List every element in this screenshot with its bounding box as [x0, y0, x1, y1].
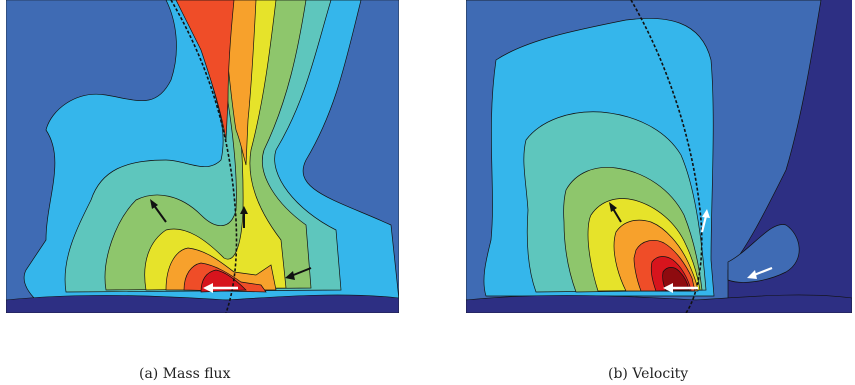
panel-mass-flux [6, 0, 399, 313]
arrow-up-left [150, 199, 167, 223]
caption-mass-flux: (a) Mass flux [139, 366, 231, 382]
contour-level-1-patch [727, 224, 800, 283]
arrow-left-white-right [747, 266, 773, 279]
arrow-up-left [609, 202, 622, 223]
caption-velocity: (b) Velocity [608, 366, 689, 382]
arrow-up [240, 206, 248, 228]
interface-dashed-line [170, 0, 238, 313]
arrow-left-dark [285, 267, 312, 280]
contour-level-0-ground [466, 294, 852, 313]
contour-level-0-ground [6, 294, 399, 313]
arrow-up-white [700, 209, 710, 233]
arrow-left-white [663, 283, 698, 293]
mass-flux-contour-plot [6, 0, 399, 313]
contour-level-7 [175, 0, 267, 293]
panel-velocity [466, 0, 852, 313]
interface-dashed-line [630, 0, 703, 313]
arrow-left-white [203, 283, 238, 293]
velocity-contour-plot [466, 0, 852, 313]
